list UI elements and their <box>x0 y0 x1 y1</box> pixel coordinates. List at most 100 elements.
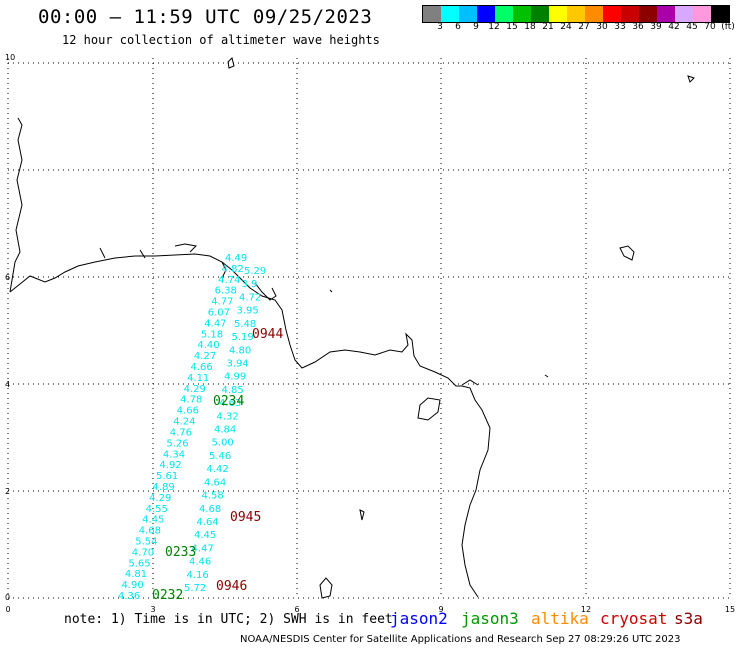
swh-value: 4.66 <box>177 406 199 417</box>
swh-value: 6.38 <box>215 286 237 297</box>
swh-value: 4.27 <box>194 351 216 362</box>
swh-value: 4.64 <box>197 517 219 528</box>
swh-value: 4.58 <box>202 491 224 502</box>
map-grid: 0 3 6 9 12 15 0 2 4 6 10 <box>5 53 735 614</box>
scale-swatch <box>657 6 675 22</box>
swh-value: 4.77 <box>211 297 233 308</box>
swh-value: 3.94 <box>227 358 249 369</box>
swh-value: 3.95 <box>237 306 259 317</box>
y-tick-label: 2 <box>5 487 10 496</box>
scale-label: 21 <box>542 22 554 32</box>
scale-label: 9 <box>473 22 479 32</box>
swh-value: 4.85 <box>222 385 244 396</box>
scale-swatch <box>585 6 603 22</box>
swh-value: 5.54 <box>135 536 157 547</box>
swh-value: 4.78 <box>180 395 202 406</box>
swh-value: 5.65 <box>128 558 150 569</box>
swh-value: 4.70 <box>132 547 154 558</box>
scale-label: 18 <box>524 22 536 32</box>
swh-value: 5.61 <box>156 471 178 482</box>
scale-label: 24 <box>560 22 572 32</box>
x-tick-label: 0 <box>5 605 10 614</box>
scale-label: 42 <box>668 22 680 32</box>
pass-time-label: 0232 <box>152 588 183 603</box>
swh-value: 6.07 <box>208 308 230 319</box>
color-scale <box>422 5 730 23</box>
swh-value: 4.82 <box>222 264 244 275</box>
scale-label: 39 <box>650 22 662 32</box>
swh-value: 4.92 <box>159 460 181 471</box>
legend-jason2: jason2 <box>390 609 448 628</box>
scale-label: 33 <box>614 22 626 32</box>
swh-value: 5.00 <box>212 438 234 449</box>
swh-value: 4.47 <box>192 543 214 554</box>
swh-value: 5.26 <box>166 438 188 449</box>
x-tick-label: 6 <box>294 605 299 614</box>
swh-value: 4.42 <box>207 464 229 475</box>
swh-value: 4.80 <box>229 345 251 356</box>
scale-label: 70 <box>704 22 716 32</box>
scale-swatch <box>603 6 621 22</box>
legend-cryosat: cryosat <box>600 609 668 628</box>
swh-value: 4.68 <box>199 504 221 515</box>
swh-value: 4.11 <box>187 373 209 384</box>
swh-value: 5.19 <box>232 332 254 343</box>
x-tick-label: 3 <box>150 605 155 614</box>
swh-value: 4.36 <box>118 591 140 602</box>
scale-label: 36 <box>632 22 644 32</box>
swh-value: 4.66 <box>190 362 212 373</box>
page-subtitle: 12 hour collection of altimeter wave hei… <box>62 33 380 47</box>
y-tick-label: 10 <box>5 53 15 62</box>
swh-value: 4.40 <box>197 340 219 351</box>
x-tick-label: 9 <box>438 605 443 614</box>
swh-value: 4.99 <box>224 372 246 383</box>
scale-swatch <box>513 6 531 22</box>
scale-swatch <box>531 6 549 22</box>
altimeter-track-1: 4.364.904.815.654.705.544.684.454.554.29… <box>118 253 247 602</box>
scale-swatch <box>549 6 567 22</box>
pass-time-label: 0945 <box>230 510 261 525</box>
swh-value: 4.84 <box>214 425 236 436</box>
coastline <box>9 57 695 599</box>
scale-swatch <box>495 6 513 22</box>
swh-value: 4.55 <box>146 504 168 515</box>
swh-value: 4.32 <box>217 411 239 422</box>
scale-label: 12 <box>488 22 500 32</box>
y-tick-label: 4 <box>5 380 10 389</box>
scale-label: 45 <box>686 22 698 32</box>
swh-value: 4.45 <box>142 515 164 526</box>
scale-swatch <box>423 6 441 22</box>
swh-value: 4.29 <box>149 493 171 504</box>
swh-value: 4.63 <box>219 398 241 409</box>
legend-s3a: s3a <box>674 609 703 628</box>
swh-value: 4.45 <box>194 530 216 541</box>
scale-swatch <box>441 6 459 22</box>
y-tick-label: 0 <box>5 593 10 602</box>
page-title: 00:00 — 11:59 UTC 09/25/2023 <box>38 6 373 28</box>
swh-value: 5.18 <box>201 329 223 340</box>
swh-value: 4.16 <box>187 570 209 581</box>
scale-swatch <box>675 6 693 22</box>
scale-swatch <box>567 6 585 22</box>
scale-label: (ft) <box>721 22 735 32</box>
swh-value: 4.89 <box>153 482 175 493</box>
x-tick-label: 15 <box>725 605 735 614</box>
y-tick-label: 6 <box>5 273 10 282</box>
scale-swatch <box>711 6 729 22</box>
scale-swatch <box>459 6 477 22</box>
swh-value: 4.34 <box>163 449 185 460</box>
swh-value: 4.49 <box>225 253 247 264</box>
pass-time-label: 0233 <box>165 545 196 560</box>
swh-value: 4.46 <box>189 557 211 568</box>
x-tick-label: 12 <box>581 605 591 614</box>
scale-label: 15 <box>506 22 518 32</box>
scale-swatch <box>693 6 711 22</box>
scale-label: 6 <box>455 22 461 32</box>
swh-value: 4.24 <box>173 417 195 428</box>
pass-time-label: 0234 <box>213 394 244 409</box>
swh-value: 4.47 <box>204 318 226 329</box>
pass-time-label: 0944 <box>252 327 283 342</box>
swh-value: 4.68 <box>139 526 161 537</box>
scale-label: 30 <box>596 22 608 32</box>
swh-value: 4.72 <box>239 292 261 303</box>
